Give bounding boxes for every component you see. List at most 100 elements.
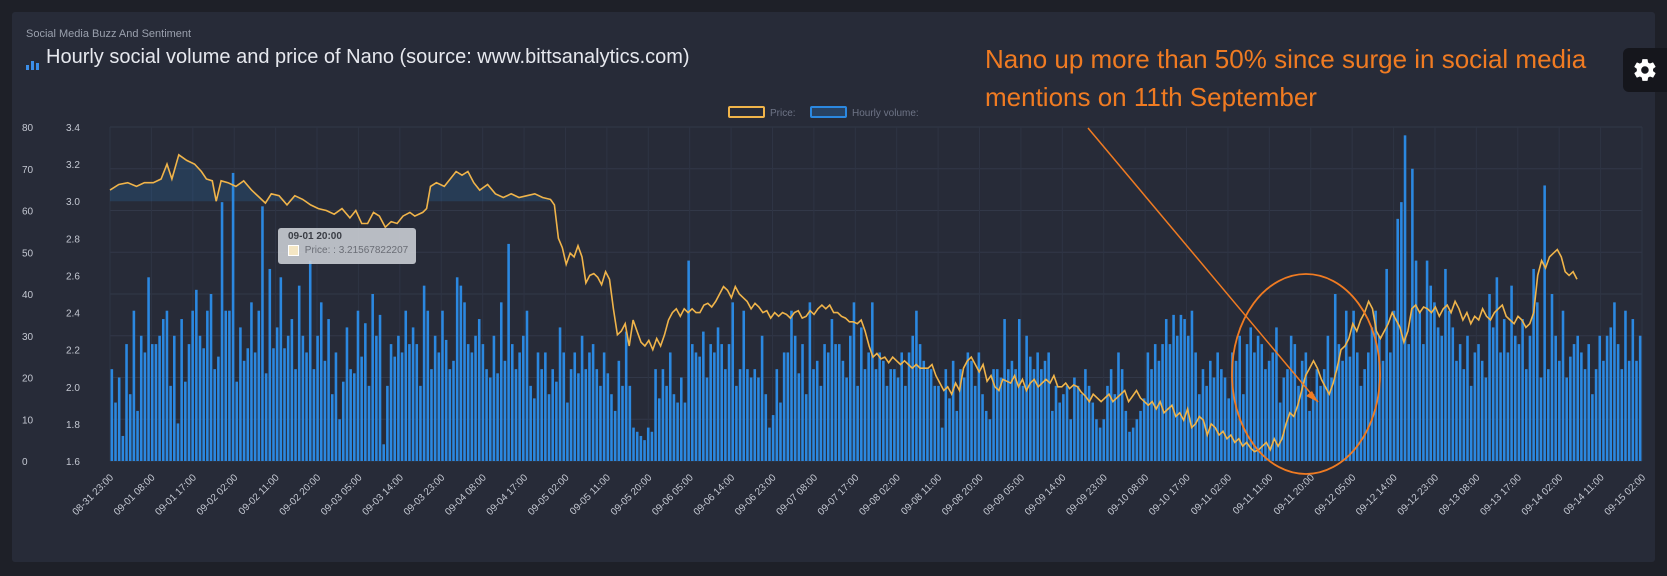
volume-bar bbox=[441, 310, 444, 461]
volume-bar bbox=[661, 369, 665, 461]
volume-bar bbox=[1407, 344, 1410, 461]
volume-bar bbox=[1374, 310, 1377, 461]
y-left-tick: 80 bbox=[22, 123, 34, 134]
volume-bar bbox=[1249, 327, 1253, 461]
volume-bar bbox=[184, 381, 187, 461]
volume-bar bbox=[455, 277, 459, 461]
volume-bar bbox=[566, 402, 569, 461]
x-tick: 09-07 08:00 bbox=[774, 472, 820, 518]
volume-bar bbox=[1466, 335, 1469, 461]
x-tick: 09-12 23:00 bbox=[1396, 472, 1442, 518]
volume-bar bbox=[253, 352, 257, 461]
volume-bar bbox=[1433, 302, 1436, 461]
volume-bar bbox=[768, 427, 771, 461]
tooltip-swatch bbox=[288, 245, 299, 256]
volume-bar bbox=[852, 302, 856, 461]
volume-bar bbox=[613, 410, 617, 461]
annotation-marks bbox=[1087, 127, 1381, 475]
volume-bar bbox=[1495, 277, 1499, 461]
volume-bar bbox=[312, 369, 316, 461]
y-left-tick: 10 bbox=[22, 415, 34, 426]
volume-bar bbox=[466, 344, 470, 461]
volume-bar bbox=[349, 369, 352, 461]
volume-bar bbox=[1098, 427, 1102, 461]
volume-bar bbox=[1425, 260, 1429, 461]
volume-bar bbox=[1304, 352, 1308, 461]
volume-bar bbox=[999, 377, 1003, 461]
volume-bar bbox=[1631, 319, 1635, 461]
volume-bar bbox=[569, 369, 573, 461]
volume-bar bbox=[323, 360, 327, 461]
y-right-tick: 1.6 bbox=[66, 457, 80, 468]
volume-bar bbox=[922, 360, 926, 461]
volume-bar bbox=[367, 385, 371, 461]
volume-bar bbox=[1146, 352, 1150, 461]
volume-bar bbox=[1638, 335, 1642, 461]
volume-bar bbox=[716, 327, 720, 461]
volume-bar bbox=[727, 344, 731, 461]
volume-bar bbox=[364, 323, 367, 461]
volume-bar bbox=[1480, 360, 1484, 461]
volume-bar bbox=[158, 335, 161, 461]
volume-bar bbox=[481, 344, 485, 461]
volume-bar bbox=[250, 302, 253, 461]
volume-bar bbox=[1543, 185, 1546, 461]
volume-bar bbox=[988, 419, 992, 461]
volume-bar bbox=[823, 344, 826, 461]
volume-bar bbox=[202, 348, 205, 461]
volume-bar bbox=[1609, 327, 1613, 461]
volume-bar bbox=[981, 394, 984, 461]
volume-bar bbox=[1135, 419, 1139, 461]
volume-bar bbox=[1062, 394, 1065, 461]
volume-bar bbox=[125, 344, 128, 461]
volume-bar bbox=[687, 260, 690, 461]
volume-bar bbox=[977, 352, 981, 461]
volume-bar bbox=[599, 385, 602, 461]
volume-bar bbox=[1363, 369, 1366, 461]
volume-bar bbox=[518, 352, 521, 461]
volume-bar bbox=[1359, 385, 1363, 461]
settings-button[interactable] bbox=[1623, 48, 1667, 92]
volume-bar bbox=[1054, 385, 1058, 461]
volume-bar bbox=[746, 369, 749, 461]
volume-bar bbox=[815, 360, 819, 461]
volume-bar bbox=[397, 335, 400, 461]
volume-bar bbox=[1289, 335, 1293, 461]
volume-bar bbox=[804, 394, 808, 461]
volume-bar bbox=[602, 352, 606, 461]
volume-bar bbox=[220, 202, 224, 461]
volume-bar bbox=[426, 310, 430, 461]
volume-bar bbox=[1308, 410, 1311, 461]
y-right-tick: 3.4 bbox=[66, 123, 80, 134]
volume-bar bbox=[173, 335, 176, 461]
y-left-tick: 20 bbox=[22, 374, 34, 385]
volume-bar bbox=[485, 369, 488, 461]
chart-panel bbox=[12, 12, 1655, 562]
volume-bar bbox=[1524, 369, 1528, 461]
volume-bar bbox=[110, 369, 114, 461]
volume-bar bbox=[430, 369, 433, 461]
volume-bar bbox=[826, 352, 830, 461]
volume-bar bbox=[797, 373, 801, 461]
volume-bar bbox=[191, 310, 194, 461]
volume-bar bbox=[514, 369, 518, 461]
volume-bar bbox=[1565, 377, 1568, 461]
volume-bar bbox=[242, 360, 246, 461]
volume-bar bbox=[353, 373, 356, 461]
volume-bar bbox=[1179, 314, 1183, 461]
x-tick: 09-13 17:00 bbox=[1478, 472, 1524, 518]
y-left-tick: 30 bbox=[22, 332, 34, 343]
volume-bar bbox=[1436, 327, 1440, 461]
volume-bar bbox=[356, 310, 360, 461]
chart-title-text: Hourly social volume and price of Nano (… bbox=[46, 46, 690, 68]
x-tick: 09-12 05:00 bbox=[1313, 472, 1359, 518]
volume-bar bbox=[1403, 135, 1407, 461]
volume-bar bbox=[143, 352, 147, 461]
volume-bar bbox=[786, 352, 790, 461]
volume-bar bbox=[452, 360, 455, 461]
volume-bar bbox=[195, 289, 198, 461]
volume-bar bbox=[1278, 402, 1282, 461]
volume-bar bbox=[1418, 310, 1422, 461]
volume-bar bbox=[617, 360, 621, 461]
volume-bar bbox=[437, 352, 441, 461]
